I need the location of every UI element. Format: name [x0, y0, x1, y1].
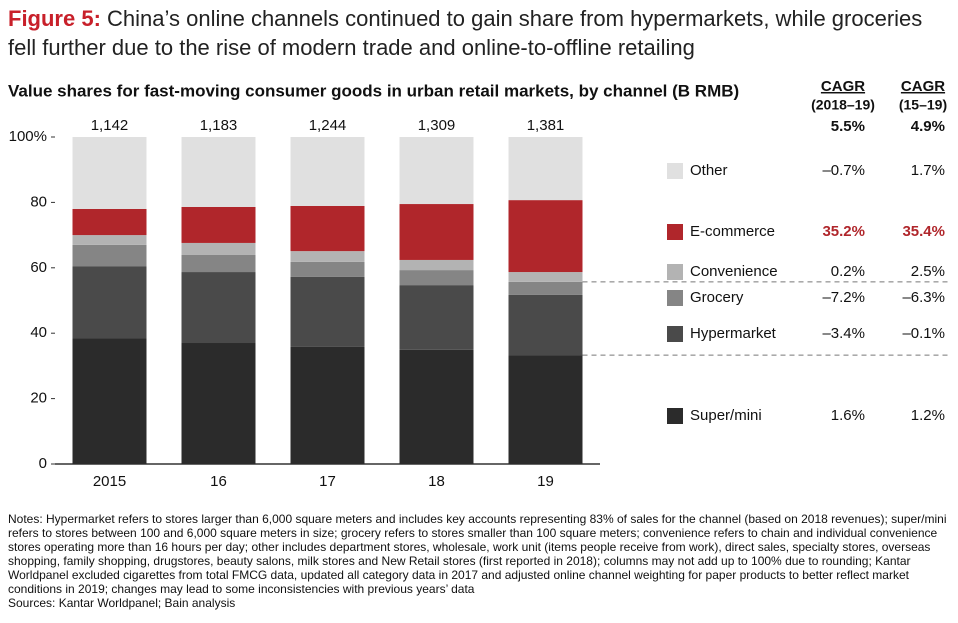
figure-label: Figure 5: — [8, 6, 101, 31]
legend-swatch — [667, 326, 683, 342]
legend-swatch — [667, 408, 683, 424]
cagr-value: 35.2% — [822, 223, 865, 240]
bar-segment — [290, 261, 365, 277]
legend-swatch — [667, 163, 683, 179]
y-tick-label: 40 — [30, 324, 47, 341]
total-label: 1,183 — [200, 117, 238, 134]
legend-label: Super/mini — [690, 407, 762, 424]
legend-swatch — [667, 290, 683, 306]
chart-title: China’s online channels continued to gai… — [8, 6, 923, 60]
bar-segment — [399, 285, 474, 350]
cagr-value: 1.7% — [911, 162, 945, 179]
legend-swatch — [667, 264, 683, 280]
bar-segment — [72, 208, 147, 236]
cagr-title: CAGR — [901, 78, 945, 95]
bar-segment — [290, 276, 365, 347]
cagr-value: 2.5% — [911, 263, 945, 280]
bar-segment — [72, 244, 147, 267]
total-label: 1,142 — [91, 117, 129, 134]
chart: Value shares for fast-moving consumer go… — [8, 78, 950, 490]
bar-segment — [399, 270, 474, 286]
legend-label: Hypermarket — [690, 325, 777, 342]
x-tick-label: 17 — [319, 473, 336, 490]
bar-segment — [290, 205, 365, 252]
legend-label: Convenience — [690, 263, 778, 280]
bar-segment — [508, 355, 583, 464]
bar-segment — [399, 204, 474, 260]
legend-label: Other — [690, 162, 728, 179]
bar-segment — [72, 137, 147, 209]
x-tick-label: 18 — [428, 473, 445, 490]
bar-segment — [508, 137, 583, 201]
cagr-value: –3.4% — [822, 325, 865, 342]
legend-swatch — [667, 224, 683, 240]
y-tick-label: 0 — [39, 455, 47, 472]
bar-segment — [399, 349, 474, 464]
bar-segment — [508, 294, 583, 356]
cagr-value: –6.3% — [902, 289, 945, 306]
bar-segment — [290, 346, 365, 464]
cagr-total: 4.9% — [911, 118, 945, 135]
chart-subtitle: Value shares for fast-moving consumer go… — [8, 81, 739, 100]
bar-segment — [290, 137, 365, 206]
bar-segment — [399, 259, 474, 271]
y-tick-label: 20 — [30, 390, 47, 407]
bar-segment — [508, 200, 583, 273]
cagr-period: (2018–19) — [811, 97, 875, 113]
notes: Notes: Hypermarket refers to stores larg… — [8, 512, 947, 596]
cagr-value: –0.7% — [822, 162, 865, 179]
x-tick-label: 2015 — [93, 473, 126, 490]
cagr-value: 1.2% — [911, 407, 945, 424]
y-tick-label: 100% — [9, 128, 47, 145]
bar-segment — [290, 251, 365, 262]
total-label: 1,244 — [309, 117, 347, 134]
bar-segment — [508, 272, 583, 282]
x-tick-label: 19 — [537, 473, 554, 490]
cagr-period: (15–19) — [899, 97, 947, 113]
legend-label: Grocery — [690, 289, 744, 306]
bar-segment — [72, 266, 147, 339]
bar-segment — [72, 338, 147, 464]
y-tick-label: 80 — [30, 193, 47, 210]
bar-segment — [181, 272, 256, 344]
y-tick-label: 60 — [30, 259, 47, 276]
cagr-total: 5.5% — [831, 118, 865, 135]
cagr-value: –7.2% — [822, 289, 865, 306]
total-label: 1,381 — [527, 117, 565, 134]
legend-label: E-commerce — [690, 223, 775, 240]
cagr-title: CAGR — [821, 78, 865, 95]
bar-segment — [72, 235, 147, 245]
notes-block: Notes: Hypermarket refers to stores larg… — [8, 512, 953, 610]
bar-segment — [181, 343, 256, 464]
bar-segment — [181, 137, 256, 207]
cagr-value: –0.1% — [902, 325, 945, 342]
x-tick-label: 16 — [210, 473, 227, 490]
bar-segment — [181, 206, 256, 243]
bar-segment — [181, 242, 256, 255]
cagr-value: 0.2% — [831, 263, 865, 280]
total-label: 1,309 — [418, 117, 456, 134]
cagr-value: 35.4% — [902, 223, 945, 240]
bar-segment — [508, 281, 583, 295]
bar-segment — [399, 137, 474, 205]
cagr-value: 1.6% — [831, 407, 865, 424]
title-block: Figure 5: China’s online channels contin… — [8, 4, 953, 62]
bar-segment — [181, 254, 256, 273]
sources: Sources: Kantar Worldpanel; Bain analysi… — [8, 596, 236, 610]
